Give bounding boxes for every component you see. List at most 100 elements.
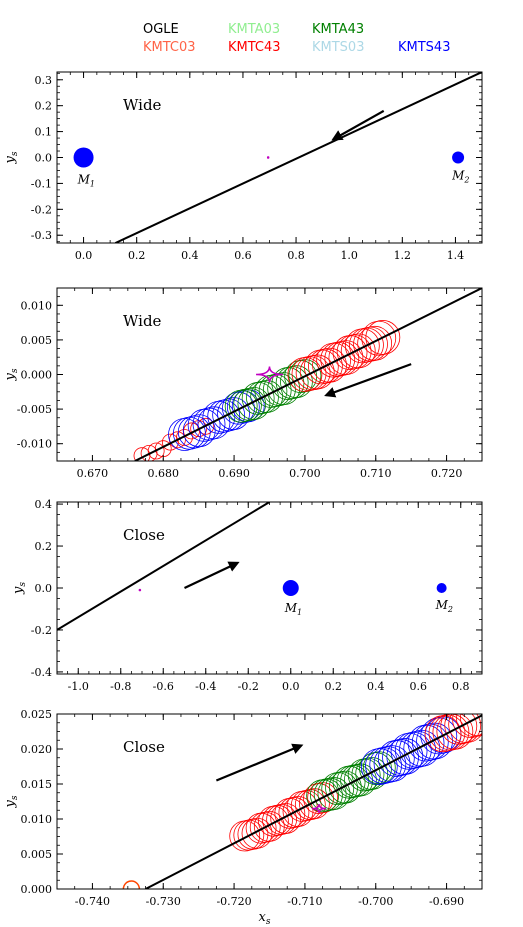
x-tick-label: -0.730 bbox=[146, 895, 181, 908]
x-tick-label: 0.710 bbox=[360, 467, 392, 480]
source-circle bbox=[173, 416, 206, 450]
panel-1: M1 M2 0.0 0.2 0.4 0.6 0.8 1.0 1.2 1.4 -0.3 -0.2 -0.1… bbox=[3, 71, 483, 262]
plot-frame bbox=[56, 71, 483, 244]
source-circle bbox=[192, 407, 226, 441]
y-tick-label: 0.005 bbox=[21, 334, 53, 347]
x-tick-label: 0.6 bbox=[410, 680, 428, 693]
x-tick-label: -0.2 bbox=[238, 680, 259, 693]
y-tick-label: -0.3 bbox=[31, 229, 52, 242]
source-circle bbox=[212, 398, 246, 432]
mass-1-marker bbox=[73, 147, 94, 168]
y-tick-label: -0.2 bbox=[31, 624, 52, 637]
legend-item-kmtc03: KMTC03 bbox=[143, 40, 196, 55]
source-circle bbox=[299, 788, 330, 820]
source-circle bbox=[222, 391, 255, 425]
plot-frame bbox=[56, 501, 483, 675]
source-trajectory bbox=[134, 288, 482, 461]
y-tick-label: 0.005 bbox=[21, 848, 53, 861]
direction-arrow bbox=[331, 109, 385, 141]
plot-frame bbox=[56, 287, 483, 462]
x-tick-label: -0.690 bbox=[429, 895, 464, 908]
panel-2: 0.670 0.680 0.690 0.700 0.710 0.720 -0.010 -0.0… bbox=[3, 287, 483, 480]
source-circle bbox=[386, 738, 424, 775]
x-tick-label: -0.8 bbox=[110, 680, 131, 693]
x-tick-label: 0.720 bbox=[431, 467, 463, 480]
x-tick-label: 0.0 bbox=[282, 680, 300, 693]
y-axis-label: ys bbox=[11, 582, 28, 595]
x-tick-label: 0.8 bbox=[287, 249, 305, 262]
source-circle bbox=[357, 325, 393, 361]
source-circle bbox=[328, 770, 362, 804]
source-circle bbox=[168, 418, 201, 451]
x-tick-label: 0.670 bbox=[77, 467, 109, 480]
source-circle bbox=[177, 415, 211, 449]
x-tick-label: 0.4 bbox=[181, 249, 199, 262]
source-circle bbox=[122, 880, 141, 889]
x-tick-label: -0.740 bbox=[75, 895, 110, 908]
legend: OGLE KMTA03 KMTA43 KMTC03 KMTC43 KMTS03 … bbox=[0, 0, 523, 60]
y-tick-label: 0.2 bbox=[35, 540, 53, 553]
y-tick-label: -0.4 bbox=[31, 666, 52, 679]
plot-area bbox=[122, 714, 482, 889]
y-axis-label: ys bbox=[3, 368, 20, 381]
x-tick-label: -0.700 bbox=[358, 895, 393, 908]
caustic bbox=[266, 156, 270, 159]
panel-label: Wide bbox=[123, 96, 162, 114]
x-tick-label: 1.2 bbox=[394, 249, 412, 262]
source-circle bbox=[365, 320, 401, 355]
y-tick-label: 0.025 bbox=[21, 708, 53, 721]
y-tick-label: 0.020 bbox=[21, 743, 53, 756]
source-circle bbox=[456, 714, 482, 738]
y-tick-label: 0.010 bbox=[21, 813, 53, 826]
source-circle bbox=[424, 715, 462, 753]
source-circle bbox=[436, 714, 474, 750]
legend-item-kmta03: KMTA03 bbox=[228, 22, 281, 37]
x-tick-label: 0.0 bbox=[75, 249, 93, 262]
x-tick-label: 0.2 bbox=[325, 680, 343, 693]
legend-item-ogle: OGLE bbox=[143, 22, 179, 37]
source-trajectory bbox=[115, 72, 482, 243]
x-axis-label: xs bbox=[259, 910, 271, 927]
source-circle bbox=[355, 757, 389, 790]
y-tick-label: 0.0 bbox=[35, 152, 53, 165]
source-circle bbox=[382, 739, 419, 776]
source-trajectory bbox=[57, 502, 271, 631]
legend-item-kmts03: KMTS03 bbox=[312, 40, 365, 55]
source-circle bbox=[452, 714, 482, 738]
source-circle bbox=[369, 746, 407, 784]
source-circle bbox=[217, 397, 250, 431]
plot-frame bbox=[56, 713, 483, 890]
x-tick-label: 0.4 bbox=[367, 680, 385, 693]
source-circle bbox=[312, 347, 347, 383]
y-tick-label: 0.4 bbox=[35, 498, 53, 511]
y-tick-label: -0.2 bbox=[31, 203, 52, 216]
source-circle bbox=[187, 408, 221, 442]
x-tick-label: -0.4 bbox=[195, 680, 216, 693]
source-circle bbox=[207, 399, 241, 433]
panel-label: Close bbox=[123, 738, 165, 756]
source-circle bbox=[147, 442, 165, 460]
x-tick-label: 0.2 bbox=[128, 249, 146, 262]
x-tick-label: -0.6 bbox=[153, 680, 174, 693]
x-tick-label: 0.6 bbox=[234, 249, 252, 262]
source-circle bbox=[399, 730, 436, 768]
y-axis-label: ys bbox=[3, 151, 20, 164]
x-tick-label: 0.690 bbox=[218, 467, 250, 480]
panel-4: -0.740 -0.730 -0.720 -0.710 -0.700 -0.690 0.00… bbox=[3, 708, 483, 927]
x-tick-label: -1.0 bbox=[68, 680, 89, 693]
source-circle bbox=[444, 714, 482, 744]
y-tick-label: 0.1 bbox=[35, 126, 53, 139]
source-circle bbox=[416, 722, 453, 760]
source-circle bbox=[448, 714, 482, 743]
y-tick-label: -0.1 bbox=[31, 177, 52, 190]
source-circle bbox=[420, 717, 458, 755]
source-circle bbox=[440, 714, 478, 745]
panel-label: Close bbox=[123, 526, 165, 544]
plot-area bbox=[133, 288, 482, 461]
direction-arrow bbox=[184, 561, 240, 589]
caustic bbox=[138, 588, 142, 592]
x-tick-label: -0.720 bbox=[216, 895, 251, 908]
source-circle bbox=[340, 333, 376, 369]
direction-arrow bbox=[324, 363, 412, 398]
y-tick-label: 0.0 bbox=[35, 582, 53, 595]
